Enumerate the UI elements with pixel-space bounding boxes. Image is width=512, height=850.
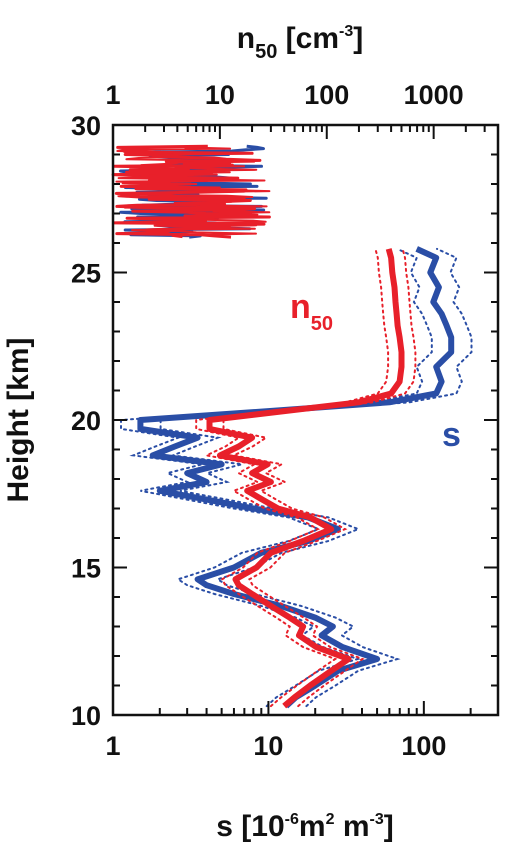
series-layer: [120, 246, 473, 709]
y-tick-label: 30: [71, 111, 101, 141]
upper-noise-band: [111, 144, 271, 239]
top-tick-label: 1: [105, 80, 120, 110]
series-label-s: s: [442, 416, 461, 454]
series-label-n50: n50: [290, 288, 333, 335]
series-s-line: [137, 246, 455, 709]
top-tick-label: 1000: [404, 80, 464, 110]
y-tick-label: 25: [71, 259, 101, 289]
top-tick-label: 10: [205, 80, 235, 110]
series-s-lower-bound: [120, 247, 433, 708]
top-axis-title: n50 [cm-3]: [237, 22, 364, 63]
series-n50-upper-bound: [222, 247, 417, 708]
bottom-tick-label: 100: [401, 731, 446, 761]
series-s-upper-bound: [159, 247, 473, 708]
bottom-tick-label: 10: [253, 731, 283, 761]
bottom-tick-label: 1: [105, 731, 120, 761]
axis-ticks: [112, 124, 499, 716]
y-tick-label: 10: [71, 701, 101, 731]
top-tick-label: 100: [304, 80, 349, 110]
series-n50-lower-bound: [195, 247, 390, 708]
bottom-axis-title: s [10-6m2 m-3]: [216, 810, 393, 843]
y-axis-title: Height [km]: [2, 338, 35, 503]
upper-noise-n50-b: [115, 145, 271, 239]
y-tick-label: 20: [71, 406, 101, 436]
y-tick-label: 15: [71, 554, 101, 584]
series-n50-line: [206, 248, 405, 709]
